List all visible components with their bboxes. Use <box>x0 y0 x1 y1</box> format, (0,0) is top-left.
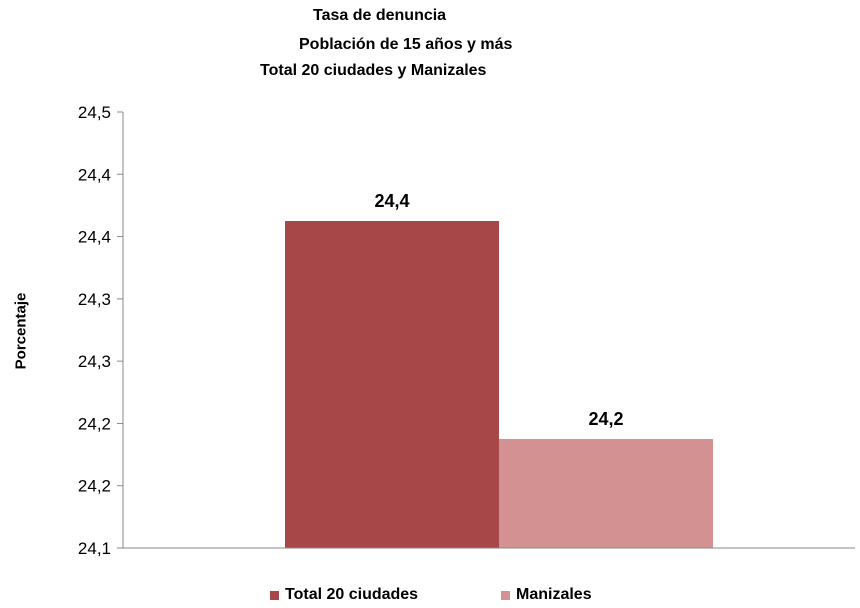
bar-value-label: 24,4 <box>374 191 409 211</box>
chart-title-line-1: Tasa de denuncia <box>313 7 447 24</box>
y-tick-label: 24,3 <box>78 290 111 309</box>
legend-swatch-manizales <box>501 590 510 600</box>
chart-title-line-3: Total 20 ciudades y Manizales <box>260 62 487 79</box>
y-tick-label: 24,5 <box>78 103 111 122</box>
y-tick-label: 24,1 <box>78 539 111 558</box>
bar-value-label: 24,2 <box>588 409 623 429</box>
y-tick-label: 24,3 <box>78 352 111 371</box>
y-tick-label: 24,2 <box>78 414 111 433</box>
y-tick-label: 24,2 <box>78 477 111 496</box>
legend-label-manizales: Manizales <box>516 586 592 603</box>
chart-title-line-2: Población de 15 años y más <box>299 36 513 53</box>
bar-total-20-ciudades <box>285 221 499 548</box>
y-tick-label: 24,4 <box>78 165 111 184</box>
legend-item-manizales: Manizales <box>501 586 592 604</box>
legend-label-total: Total 20 ciudades <box>285 586 419 603</box>
legend-item-total: Total 20 ciudades <box>270 586 418 604</box>
legend-swatch-total <box>270 590 279 600</box>
y-tick-label: 24,4 <box>78 228 111 247</box>
bar-manizales <box>499 439 713 548</box>
